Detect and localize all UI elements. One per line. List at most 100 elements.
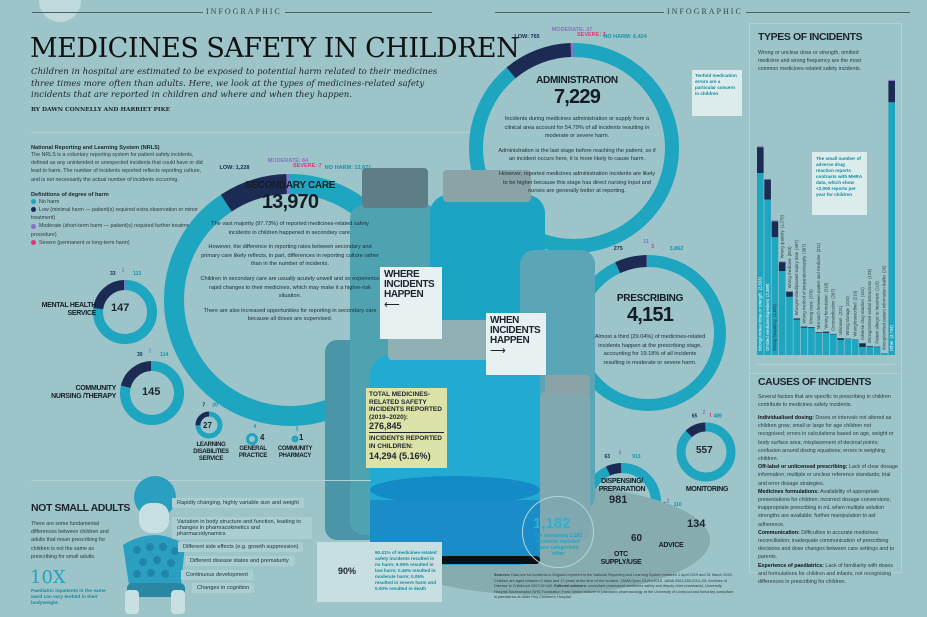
bar-label: Omitted medicine/ingredient(2,389) [765,283,770,351]
totals-box: TOTAL MEDICINES-RELATED SAFETY INCIDENTS… [366,388,447,468]
legend-item: Low (minimal harm — patient(s) required … [31,207,198,222]
administration-ring: NO HARM: 6,424 LOW: 765 MODERATE: 37SEVERE… [469,27,679,253]
bar-segment-no-harm [793,319,801,355]
ring-segment-moderate [93,280,157,344]
difference-tag: Continuous development [181,570,253,580]
divider [31,132,471,133]
nrls-box: National Reporting and Learning System (… [31,145,206,247]
bar-17: Wrong/omitted patient information leafle… [881,265,888,355]
community-pharmacy-total: 1 [299,433,304,442]
bar-label: Mismatch between patient and medicine (31… [816,242,821,329]
ring-label-moderate: 11 [643,239,649,245]
other-circle [522,496,594,568]
ring-label-no-harm: 110 [674,502,682,508]
community-nursing-title: COMMUNITY NURSING /THERAPY [51,385,116,400]
ring-label-no-harm: 489 [714,414,723,420]
bar-1: Omitted medicine/ingredient(2,389) [764,178,771,355]
bullet-point: Incidents during medicines administratio… [504,116,650,140]
bar-segment-low [866,345,874,347]
bar-segment-low [764,179,771,200]
bar-segment-no-harm [786,296,793,355]
bar-segment-no-harm [888,102,895,355]
cause-item: Experience of paediatrics: Lack of famil… [758,562,893,586]
ring-segment-moderate [120,361,184,425]
difference-tag: Rapidly changing, highly variable size a… [172,498,304,508]
ring-label-no-harm: 4 [253,424,256,430]
divider [31,480,371,481]
logo-circle [39,0,81,22]
bar-18: Other(3,734) [888,79,895,355]
bar-category: Unknown [838,317,843,335]
ring-label-low: 63 [605,454,611,460]
community-pharmacy-title: COMMUNITY PHARMACY [277,446,313,459]
bullet-point: Children in secondary care are usually a… [200,275,380,300]
bar-category: Mismatch between patient and medicine [816,254,821,329]
ring-label-moderate: 1 [149,349,152,355]
nrls-heading: National Reporting and Learning System (… [31,145,160,151]
bar-label: Wrong storage(224) [845,296,850,336]
ring-label-no-harm: 113 [133,271,141,277]
child-illustration [123,476,185,614]
community-nursing-total: 145 [142,386,161,398]
bar-category: Wrong/omitted verbal instructions [867,281,872,343]
bar-label: Wrong frequency(1,826) [772,303,777,351]
bar-segment-no-harm [757,173,764,355]
ring-label-low: LOW: 765 [514,34,539,40]
total-incidents-value: 276,845 [369,421,444,434]
bar-label: Unknown (231) [838,305,843,335]
monitoring-ring: 65 2 1 489 [676,410,736,482]
legend-swatch [31,223,36,229]
cause-item: Individualised dosing: Doses or interval… [758,415,894,463]
dispensing-title: DISPENSING/ PREPARATION [598,478,646,493]
ring-label-low: 30 [137,352,143,358]
learning-disabilities-total: 27 [203,421,212,430]
bar-category: Wrong storage [845,307,850,335]
bar-value: (161) [860,287,865,297]
ring-segment-no-harm [246,433,258,445]
bar-segment-low [757,147,764,173]
monitoring-title: MONITORING [685,486,729,493]
bar-category: Other [889,340,894,351]
bar-segment-low [815,332,822,333]
bar-label: Wrong/transcribed (210) [853,290,858,337]
bar-value: (123) [867,268,872,278]
bar-segment-no-harm [837,339,844,355]
total-incidents-label: TOTAL MEDICINES-RELATED SAFETY INCIDENTS… [369,391,442,421]
bar-8: Mismatch between patient and medicine (31… [815,242,822,355]
general-practice-title: GENERAL PRACTICE [238,446,268,459]
bar-label: Wrong formulation (318) [823,282,828,329]
types-bar-chart: Wrong/unclear dose or strength(2,833)Omi… [757,79,895,355]
bar-category: Wrong/unclear dose or strength [758,292,763,351]
when-incidents-label: WHEN INCIDENTS HAPPEN ⟶ [486,313,546,375]
ring-label-no-harm: 3,862 [670,246,684,252]
byline: BY DAWN CONNELLY AND HARRIET PIKE [31,107,171,113]
bar-segment-low [800,326,808,328]
bar-segment-no-harm [800,327,808,355]
bar-segment-low [837,338,844,340]
sources: Sources: Data are for incidents in Engla… [494,573,734,600]
ring-label-no-harm: 913 [632,454,641,460]
ring-label-no-harm: NO HARM: 12,671 [325,165,371,171]
legend-swatch [31,198,36,204]
bar-9: Wrong formulation (318) [822,282,830,355]
bar-label: Other(3,734) [889,325,894,351]
liquid [370,476,540,504]
bar-value: (2,389) [765,283,770,297]
bar-value: (26) [882,265,887,273]
callout-adr: The small number of adverse drug reactio… [812,152,867,215]
bar-value: (113) [874,281,879,291]
bar-label: Contraindication (287) [831,288,836,331]
ring-segment-moderate [164,174,416,426]
ring-label-no-harm: 20 [212,403,218,409]
bar-label: Adverse drug reaction(161) [860,287,865,340]
ring-label-moderate: 1 [122,268,125,274]
bar-segment-no-harm [873,347,881,355]
causes-heading: CAUSES OF INCIDENTS [758,376,872,388]
bar-segment-no-harm [866,346,874,355]
bar-14: Adverse drug reaction(161) [859,287,866,355]
other-value: 1,182 [533,515,571,532]
bar-6: Wrong method of preparation/supply (387) [800,243,808,355]
arrow-right-icon: ⟶ [490,345,506,357]
bar-value: (1,270) [780,214,785,228]
bullet-point: However, reported medicines administrati… [498,170,656,195]
